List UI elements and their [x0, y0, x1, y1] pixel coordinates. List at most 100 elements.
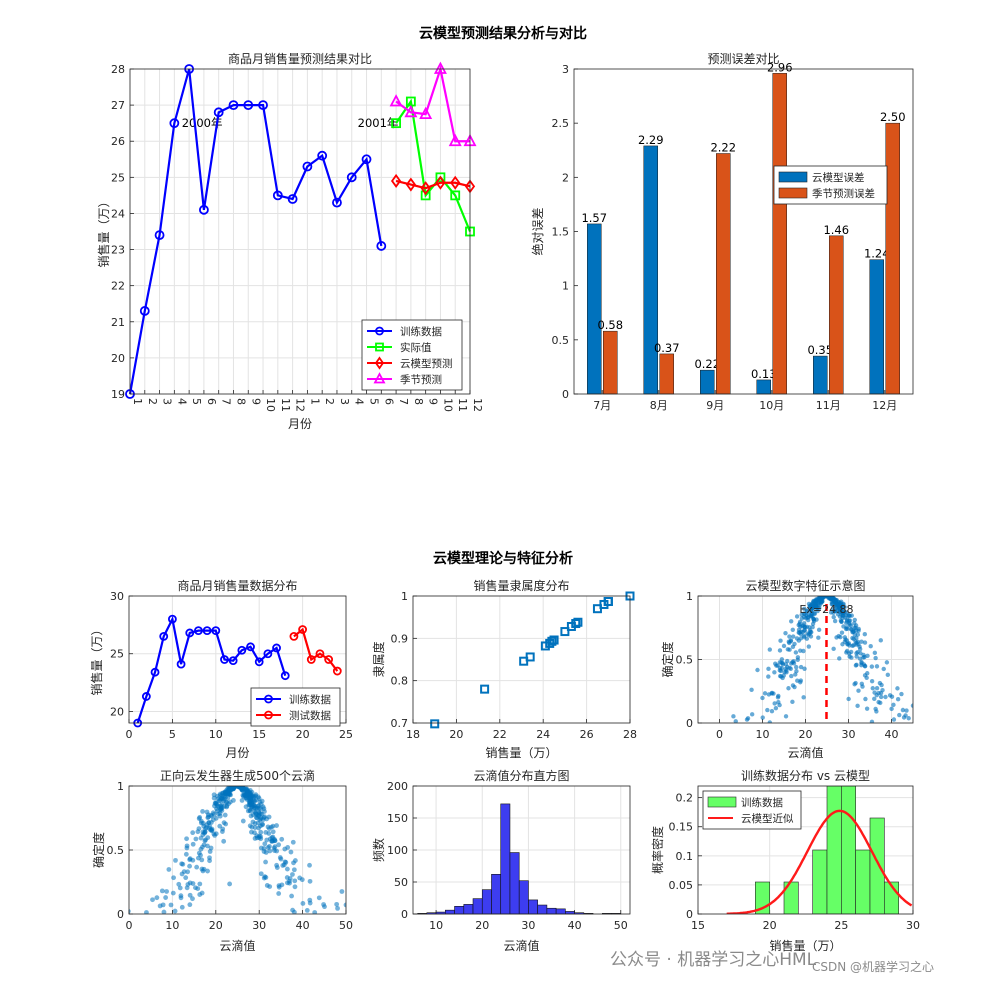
forecast-xtick-label: 3 — [161, 398, 174, 405]
cloud-drop — [849, 655, 854, 660]
cloud-drop — [810, 624, 815, 630]
dens-xtick-label: 20 — [763, 919, 777, 932]
cloud-drop — [910, 703, 913, 708]
cloud-drop — [840, 602, 846, 607]
hist-frame — [412, 785, 631, 915]
cloud-drop — [240, 818, 246, 824]
cloud-drop — [197, 815, 203, 820]
cloud-drop — [197, 892, 203, 897]
cloud-drop — [804, 609, 810, 614]
error-bar — [587, 223, 602, 395]
error-bar-label: 0.58 — [597, 318, 623, 332]
histogram-bin — [463, 904, 474, 915]
cloud-drop — [210, 810, 216, 816]
cloud-drop — [779, 666, 785, 671]
cloud-drop — [291, 867, 297, 873]
cloud-drop — [801, 695, 806, 700]
forecast-legend-marker — [374, 356, 385, 370]
memb-ytick-label: 0.8 — [391, 675, 409, 688]
histogram-bin — [537, 904, 548, 915]
forecast-point — [169, 118, 180, 129]
forecast-point — [213, 107, 224, 118]
cloud-drop — [854, 654, 859, 659]
forecast-legend-label: 训练数据 — [400, 325, 442, 338]
forecast-ylabel: 销售量（万） — [96, 195, 111, 267]
dist-point — [254, 657, 264, 667]
dist-point — [298, 625, 308, 634]
cloud-drop — [269, 835, 275, 841]
cloud-drop — [891, 702, 896, 708]
cloud-drop — [878, 638, 883, 643]
cloud-drop — [205, 815, 211, 821]
cloudf-frame — [697, 595, 914, 724]
cloud-drop — [831, 646, 836, 652]
cloud-drop — [792, 684, 797, 690]
cloud-drop — [760, 715, 765, 720]
cloud-drop — [163, 895, 169, 900]
forecast-point — [346, 172, 357, 183]
error-bar — [829, 235, 844, 395]
cloud-drop — [239, 798, 245, 803]
cloud-drop — [767, 647, 773, 652]
forecast-legend-label: 季节预测 — [400, 373, 442, 386]
cloud-drop — [832, 618, 838, 624]
histogram-bin — [491, 874, 502, 915]
cloud-drop — [200, 809, 205, 814]
cloud-drop — [159, 888, 165, 894]
cloud-drop — [889, 706, 894, 712]
error-ytick-label: 3 — [562, 63, 569, 76]
cloud-drop — [826, 596, 831, 599]
forecast-point — [139, 306, 150, 316]
cloud-drop — [817, 603, 822, 608]
memb-frame — [412, 595, 631, 724]
forecast-point — [302, 161, 313, 172]
forecast-legend-marker — [375, 342, 384, 352]
cloud-drop — [862, 663, 868, 669]
cloud-drop — [790, 627, 795, 632]
cloud-drop — [804, 613, 809, 618]
dist-xtick-label: 15 — [252, 728, 266, 741]
cloud-drop — [861, 655, 866, 660]
dist-point — [272, 643, 281, 653]
forecast-point — [391, 118, 401, 129]
forecast-xtick-label: 8 — [234, 398, 247, 405]
cloud-drop — [205, 868, 210, 874]
cloud-drop — [257, 799, 263, 805]
cloud-drop — [181, 869, 187, 874]
cloud-drop — [196, 855, 201, 861]
error-bar — [756, 379, 771, 395]
cloud-drop — [872, 690, 877, 695]
cloud-drop — [851, 629, 856, 634]
dist-xtick-label: 10 — [209, 728, 223, 741]
cloud-drop — [793, 650, 799, 655]
figure2-title: 云模型理论与特征分析 — [433, 550, 573, 567]
dist-xtick-label: 0 — [126, 728, 133, 741]
cloud-drop — [783, 630, 788, 636]
forecast-point — [258, 100, 268, 111]
cloud-drop — [884, 660, 890, 665]
cloud-drop — [822, 596, 827, 599]
error-ytick-label: 2 — [562, 171, 569, 184]
cloud-drop — [284, 875, 290, 880]
error-legend-patch — [778, 171, 808, 183]
cloud-drop — [176, 881, 182, 887]
cloud-drop — [263, 830, 269, 835]
cloud-drop — [798, 631, 803, 637]
error-frame — [573, 68, 914, 395]
cloud-drop — [872, 650, 878, 656]
cloud-drop — [262, 809, 267, 814]
cloud-drop — [874, 686, 880, 691]
membership-point — [525, 652, 535, 662]
cloud-drop — [749, 687, 754, 693]
cloud-drop — [249, 824, 255, 830]
forecast-xtick-label: 11 — [456, 398, 469, 412]
cloud-drop — [335, 905, 340, 911]
cloud-drop — [171, 875, 176, 881]
cloud-drop — [227, 881, 233, 887]
error-bar — [869, 259, 884, 395]
membership-point — [603, 597, 613, 607]
forecast-point — [448, 133, 462, 147]
forecast-xtick-label: 2 — [146, 398, 159, 405]
cloud-drop — [307, 878, 313, 884]
error-title: 预测误差对比 — [707, 52, 779, 66]
